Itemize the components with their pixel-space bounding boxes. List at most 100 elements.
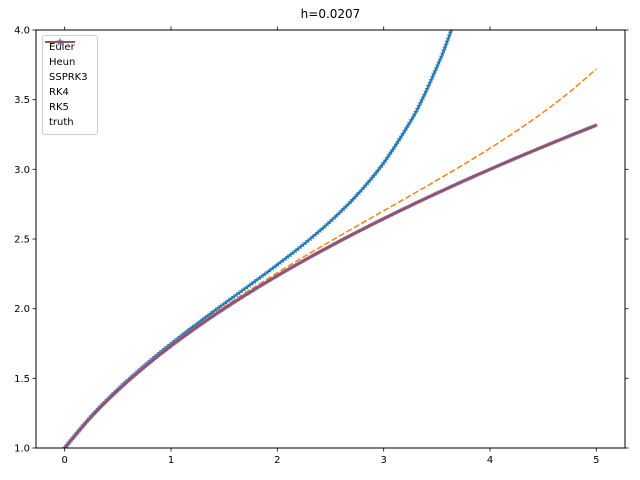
legend-label-truth: truth [49,117,74,128]
star-marker-icon [414,106,421,112]
star-marker-icon [411,111,418,118]
star-marker-icon [297,244,304,250]
star-marker-icon [444,38,450,45]
y-tick-label: 2.0 [14,304,30,315]
legend-item-RK5: RK5 [45,39,88,114]
star-marker-icon [398,133,404,139]
star-marker-icon [171,338,178,344]
star-marker-icon [189,324,196,330]
star-marker-icon [417,100,423,106]
star-marker-icon [184,328,191,334]
star-marker-icon [174,336,180,342]
series-line-truth [64,124,597,448]
axis-tick-marks [32,26,629,452]
star-marker-icon [343,203,349,210]
star-marker-icon [430,71,437,77]
legend-item-RK4: RK4 [45,39,88,99]
star-marker-icon [210,309,216,315]
star-marker-icon [440,47,447,54]
star-marker-icon [177,334,183,340]
star-marker-icon [349,197,356,203]
star-marker-icon [406,120,413,126]
star-marker-icon [251,279,258,285]
star-marker-icon [269,265,276,271]
star-marker-icon [284,254,291,260]
star-marker-icon [427,80,433,86]
star-marker-icon [225,297,232,303]
star-marker-icon [302,240,308,246]
star-marker-icon [445,35,451,42]
star-marker-icon [384,155,390,161]
star-marker-icon [362,182,369,188]
star-marker-icon [386,152,392,158]
x-tick-label: 1 [168,455,174,466]
star-marker-icon [393,141,399,148]
star-marker-icon [277,259,283,266]
legend-label-Heun: Heun [49,57,76,68]
star-marker-icon [421,91,428,97]
star-marker-icon [364,180,371,186]
star-marker-icon [199,316,206,322]
star-marker-icon [338,208,344,214]
series-layer [62,21,598,448]
star-marker-icon [187,326,193,332]
star-marker-icon [314,229,321,236]
star-marker-icon [387,149,394,156]
star-marker-icon [395,139,401,145]
star-marker-icon [336,210,342,216]
star-marker-icon [233,292,239,298]
star-marker-icon [166,342,173,348]
star-marker-icon [429,74,436,80]
star-marker-icon [437,56,443,62]
star-marker-icon [282,256,288,262]
star-marker-icon [451,21,457,26]
star-marker-icon [370,173,377,179]
star-marker-icon [164,344,170,350]
star-marker-icon [340,206,347,212]
star-marker-icon [261,271,268,277]
star-marker-icon [360,185,366,191]
star-marker-icon [238,288,245,294]
star-marker-icon [433,65,439,71]
star-marker-icon [300,242,306,248]
star-marker-icon [378,162,385,169]
star-marker-icon [197,318,203,324]
star-marker-icon [382,157,388,163]
star-marker-icon [380,160,387,166]
star-marker-icon [345,201,351,207]
legend-item-Heun: Heun [45,41,88,69]
legend: Euler Heun SSPRK3 RK4 RK5 truth [42,35,98,135]
star-marker-icon [413,109,419,115]
star-marker-icon [241,286,247,292]
legend-label-Euler: Euler [49,42,75,53]
series-truth [64,124,597,448]
star-marker-icon [443,41,449,48]
star-marker-icon [356,190,362,196]
star-marker-icon [333,212,340,218]
star-marker-icon [389,147,396,153]
star-marker-icon [408,117,414,123]
star-marker-icon [447,30,453,35]
star-marker-icon [368,175,375,181]
star-marker-icon [372,170,379,176]
star-marker-icon [424,86,430,92]
star-marker-icon [192,322,198,328]
star-marker-icon [376,165,383,171]
star-marker-icon [305,238,311,244]
star-marker-icon [446,32,452,39]
star-marker-icon [292,248,298,254]
star-marker-icon [179,332,185,338]
star-marker-icon [215,305,221,311]
legend-line-sample-truth [45,41,75,43]
axis-tick-labels: 0 1 2 3 4 5 1.0 1.5 2.0 2.5 3.0 3.5 4.0 [14,26,599,467]
star-marker-icon [312,232,318,238]
star-marker-icon [246,282,252,288]
legend-label-RK4: RK4 [49,87,69,98]
legend-item-SSPRK3: SSPRK3 [45,41,88,84]
star-marker-icon [391,144,397,150]
plot-background [36,30,625,448]
star-marker-icon [264,269,270,275]
star-marker-icon [405,122,411,129]
star-marker-icon [347,199,353,205]
